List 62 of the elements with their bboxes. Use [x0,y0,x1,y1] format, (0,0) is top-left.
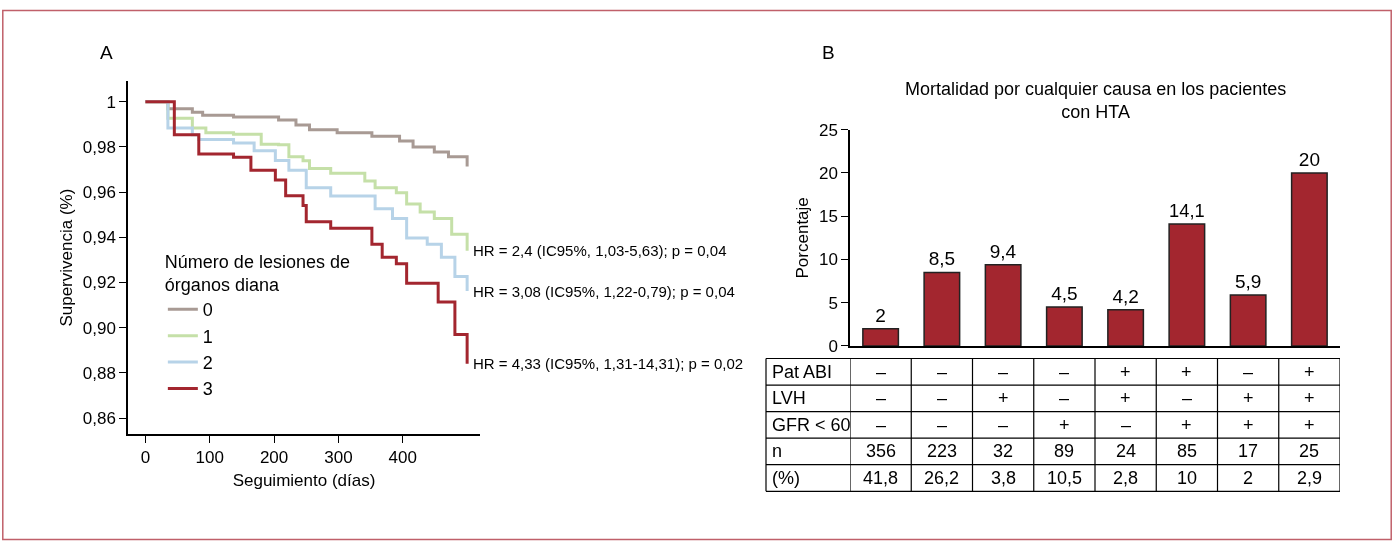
y-tick-label: 0,90 [82,318,116,338]
data-label: 5,9 [1234,270,1262,292]
x-axis-title: Seguimiento (días) [232,470,376,490]
text: LVH [772,388,806,408]
annotation: HR = 2,4 (IC95%, 1,03-5,63); p = 0,04 [473,242,727,259]
x-tick-label: – – – 356 41,8 [863,362,899,488]
annotation: HR = 3,08 (IC95%, 1,22-0,79); p = 0,04 [473,283,735,300]
text: Pat ABI [772,362,833,382]
y-tick-label: 0 [828,336,838,356]
y-tick-label: 0,92 [82,273,116,293]
y-tick-label: 1 [106,92,116,112]
data-label: 8,5 [928,248,956,270]
y-tick-label: 0,94 [82,228,116,248]
x-tick-label: – + + 17 2 [1238,362,1259,488]
y-tick-label: 20 [818,163,838,183]
y-tick-label: 0,86 [82,408,116,428]
x-tick-label: + + – 24 2,8 [1113,362,1139,488]
bar [1168,223,1206,346]
bar [923,271,961,346]
legend-label: 3 [202,379,213,400]
x-tick-label: 100 [195,447,224,467]
data-label: 4,2 [1112,285,1139,307]
legend-label: 0 [202,300,213,321]
bar [1229,294,1267,346]
y-tick-label: 0,88 [82,363,116,383]
legend-label: 2 [202,353,213,374]
text: GFR < 60 [772,415,851,435]
x-tick-label: + – + 85 10 [1177,362,1198,488]
y-tick-label: 5 [828,293,838,313]
legend-title: Número de lesiones de órganos diana [164,251,350,296]
x-tick-label: 300 [324,447,353,467]
y-tick-label: 0,96 [82,183,116,203]
text: B [822,42,835,63]
x-tick-label: – – + 89 10,5 [1047,362,1083,488]
data-label: 2 [875,304,886,326]
y-tick-label: 15 [818,207,838,227]
x-tick-label: 0 [140,447,151,467]
text: A [100,42,113,63]
text: n [772,441,783,461]
data-label: 14,1 [1169,200,1205,222]
bar [1290,172,1328,346]
data-label: 20 [1298,148,1320,170]
y-tick-label: 10 [818,250,838,270]
legend-label: 1 [202,326,213,347]
y-axis-title: Porcentaje [792,197,812,279]
x-tick-label: 200 [259,447,289,467]
x-tick-label: – + – 32 3,8 [991,362,1017,488]
chart-title: Mortalidad por cualquier causa en los pacientes con HTA [905,79,1287,123]
x-tick-label: – – – 223 26,2 [924,362,960,488]
data-label: 9,4 [989,240,1017,262]
bar [984,263,1022,346]
x-tick-label: + + + 25 2,9 [1297,362,1323,488]
y-axis-title: Supervivencia (%) [56,188,76,327]
bar [1045,306,1083,346]
y-tick-label: 25 [818,120,838,140]
data-label: 4,5 [1051,283,1078,305]
text: (%) [772,468,800,488]
bar [1107,308,1145,346]
bar [862,327,900,346]
y-tick-label: 0,98 [82,137,116,157]
annotation: HR = 4,33 (IC95%, 1,31-14,31); p = 0,02 [473,355,744,372]
x-tick-label: 400 [388,447,417,467]
